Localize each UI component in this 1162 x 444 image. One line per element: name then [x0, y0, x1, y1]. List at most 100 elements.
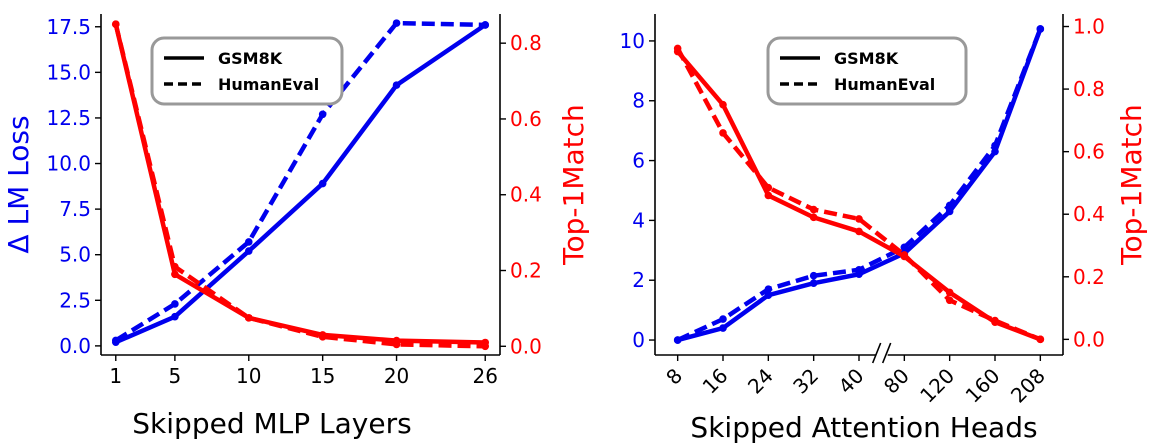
- y-left-tick-label: 7.5: [59, 197, 91, 221]
- axis-break-mark: [871, 342, 882, 364]
- data-point: [945, 201, 954, 210]
- data-point: [673, 44, 682, 53]
- x-tick-label: 20: [384, 364, 409, 388]
- y-left-tick-label: 10.0: [46, 152, 91, 176]
- y-left-tick-label: 2.5: [59, 288, 91, 312]
- data-point: [855, 215, 863, 223]
- legend-box: [150, 36, 344, 106]
- x-tick-label: 80: [879, 364, 914, 399]
- y-right-tick-label: 0.0: [1073, 327, 1105, 351]
- data-point: [945, 288, 954, 297]
- x-tick-label: 120: [915, 364, 959, 408]
- x-axis-title: Skipped Attention Heads: [690, 411, 1037, 444]
- x-tick-label: 24: [743, 364, 778, 399]
- data-point: [945, 296, 954, 305]
- data-point: [1036, 335, 1045, 344]
- data-point: [900, 243, 909, 252]
- data-point: [719, 324, 727, 332]
- data-point: [111, 20, 120, 29]
- data-point: [900, 251, 909, 259]
- data-point: [1036, 25, 1045, 33]
- data-point: [244, 314, 253, 322]
- data-point: [764, 291, 773, 299]
- legend-dashed-label: HumanEval: [218, 75, 319, 94]
- x-tick-label: 16: [698, 364, 733, 399]
- y-right-tick-label: 0.4: [1073, 202, 1105, 226]
- legend-solid-label: GSM8K: [834, 49, 899, 68]
- legend: GSM8K HumanEval: [150, 36, 344, 106]
- y-left-tick-label: 0: [632, 328, 645, 352]
- data-point: [719, 129, 727, 137]
- x-tick-label: 8: [661, 364, 687, 390]
- data-point: [481, 21, 490, 29]
- y-right-axis-title: Top-1Match: [1115, 104, 1148, 266]
- data-point: [481, 342, 490, 351]
- data-point: [855, 227, 863, 236]
- y-right-tick-label: 0.2: [1073, 265, 1105, 289]
- data-point: [991, 316, 999, 325]
- x-tick-label: 1: [109, 364, 122, 388]
- y-right-tick-label: 0.6: [1073, 140, 1105, 164]
- data-point: [809, 205, 818, 214]
- legend-dashed-label: HumanEval: [834, 75, 935, 94]
- data-point: [809, 213, 818, 222]
- data-point: [764, 285, 773, 293]
- data-point: [764, 191, 773, 200]
- data-point: [809, 271, 818, 280]
- axis-break-mark: [881, 342, 892, 364]
- series-line-humaneval-right: [113, 23, 486, 349]
- x-tick-label: 208: [1006, 364, 1050, 408]
- data-point: [318, 110, 327, 119]
- y-right-tick-label: 0.4: [510, 183, 542, 207]
- x-axis-title: Skipped MLP Layers: [132, 407, 411, 440]
- x-tick-label: 5: [169, 364, 182, 388]
- data-point: [244, 247, 253, 255]
- data-point: [719, 100, 727, 109]
- y-left-axis-title: Δ LM Loss: [2, 115, 35, 253]
- data-point: [318, 333, 327, 341]
- y-right-tick-label: 0.8: [510, 31, 542, 55]
- data-point: [855, 265, 863, 274]
- y-left-tick-label: 8: [632, 89, 645, 113]
- y-right-tick-label: 1.0: [1073, 15, 1105, 39]
- x-tick-label: 160: [961, 364, 1005, 408]
- y-left-tick-label: 2: [632, 268, 645, 292]
- x-tick-label: 26: [472, 364, 497, 388]
- y-left-tick-label: 0.0: [59, 334, 91, 358]
- y-right-tick-label: 0.8: [1073, 77, 1105, 101]
- y-left-tick-label: 10: [620, 29, 645, 53]
- y-left-tick-label: 12.5: [46, 106, 91, 130]
- data-point: [392, 340, 401, 349]
- axes: 0.0 2.5 5.0 7.5 10.0 12.5 15.0 17.5 0.0 0.2 0.4 0.6…: [46, 14, 542, 388]
- legend-box: [766, 36, 968, 106]
- data-point: [171, 262, 179, 271]
- x-tick-label: 10: [236, 364, 261, 388]
- data-point: [719, 315, 727, 323]
- data-point: [392, 81, 401, 89]
- x-tick-label: 15: [310, 364, 335, 388]
- data-point: [171, 312, 179, 321]
- y-right-tick-label: 0.6: [510, 107, 542, 131]
- axis-break-gap: [875, 351, 888, 359]
- data-point: [991, 141, 999, 150]
- data-point: [318, 179, 327, 188]
- data-point: [111, 336, 120, 345]
- y-right-tick-label: 0.2: [510, 259, 542, 283]
- y-right-tick-label: 0.0: [510, 334, 542, 358]
- x-tick-label: 32: [788, 364, 823, 399]
- x-tick-label: 40: [834, 364, 869, 399]
- data-point: [809, 279, 818, 288]
- data-point: [764, 183, 773, 192]
- series-line-humaneval-left: [114, 20, 486, 343]
- y-right-axis-title: Top-1Match: [557, 104, 590, 266]
- legend: GSM8K HumanEval: [766, 36, 968, 106]
- data-point: [673, 336, 682, 344]
- data-point: [244, 238, 253, 246]
- series-line-humaneval-right: [675, 47, 1042, 342]
- series-line-gsm8k-left: [114, 23, 487, 345]
- data-point: [171, 270, 179, 279]
- y-left-tick-label: 6: [632, 149, 645, 173]
- data-point: [392, 19, 401, 27]
- chart-mlp-layers: 0.0 2.5 5.0 7.5 10.0 12.5 15.0 17.5 0.0 0.2 0.4 0.6…: [2, 14, 590, 440]
